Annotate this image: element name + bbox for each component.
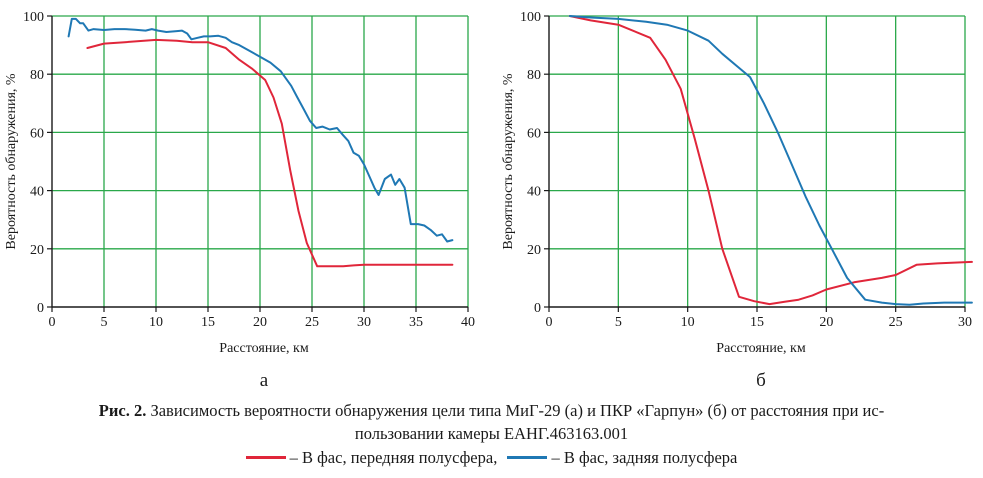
caption-text-2: пользовании камеры ЕАНГ.463163.001 (354, 424, 629, 443)
figure-caption: Рис. 2. Зависимость вероятности обнаруже… (20, 399, 963, 445)
y-tick-label: 40 (527, 185, 541, 200)
x-tick-label: 5 (615, 315, 622, 330)
series-line-front (568, 15, 973, 306)
x-tick-label: 0 (546, 315, 553, 330)
x-tick-label: 25 (305, 315, 319, 330)
y-tick-label: 40 (30, 185, 44, 200)
x-tick-label: 10 (149, 315, 163, 330)
chart-panel-2: 0 5 10 15 20 25 30 0 20 40 60 80 100 Расстояние, км Ве… (501, 10, 973, 391)
series-line-rear (568, 15, 973, 306)
y-tick-label: 0 (37, 301, 44, 316)
y-tick-label: 100 (23, 10, 44, 25)
x-tick-label: 40 (461, 315, 475, 330)
x-tick-label: 35 (409, 315, 423, 330)
y-tick-label: 60 (30, 126, 44, 141)
x-tick-label: 20 (819, 315, 833, 330)
x-tick-label: 0 (49, 315, 56, 330)
legend: – В фас, передняя полусфера, – В фас, за… (0, 447, 983, 469)
x-tick-label: 30 (958, 315, 972, 330)
x-tick-label: 15 (201, 315, 215, 330)
x-tick-label: 20 (253, 315, 267, 330)
x-tick-label: 30 (357, 315, 371, 330)
chart-panel-1: 0 5 10 15 20 25 30 35 40 0 20 40 60 80 100 Расстояние, … (4, 10, 475, 391)
legend-label-front: – В фас, передняя полусфера, (289, 448, 498, 467)
x-tick-label: 15 (750, 315, 764, 330)
y-axis-title: Вероятность обнаружения, % (501, 73, 516, 249)
y-tick-label: 20 (527, 243, 541, 258)
panel-label: а (260, 370, 269, 391)
x-axis-title: Расстояние, км (716, 341, 806, 356)
caption-label: Рис. 2. (98, 401, 147, 420)
series-line-rear (67, 17, 454, 243)
y-tick-label: 80 (527, 68, 541, 83)
series-line-front (86, 38, 454, 268)
y-axis-title: Вероятность обнаружения, % (4, 73, 19, 249)
legend-swatch-rear (507, 456, 548, 460)
legend-swatch-front (245, 456, 286, 460)
legend-label-rear: – В фас, задняя полусфера (551, 448, 738, 467)
figure-charts: 0 5 10 15 20 25 30 35 40020406080100Расстояние, … (4, 10, 973, 391)
y-tick-label: 60 (527, 126, 541, 141)
y-tick-label: 20 (30, 243, 44, 258)
caption-text: Зависимость вероятности обнаружения цели… (150, 401, 885, 420)
caption-line-1: Рис. 2. Зависимость вероятности обнаруже… (20, 399, 963, 422)
x-tick-label: 5 (101, 315, 108, 330)
x-axis-title: Расстояние, км (219, 341, 309, 356)
y-tick-label: 80 (30, 68, 44, 83)
y-tick-label: 0 (534, 301, 541, 316)
x-tick-label: 10 (681, 315, 695, 330)
x-tick-label: 25 (889, 315, 903, 330)
y-tick-label: 100 (520, 10, 541, 25)
panel-label: б (756, 370, 766, 391)
